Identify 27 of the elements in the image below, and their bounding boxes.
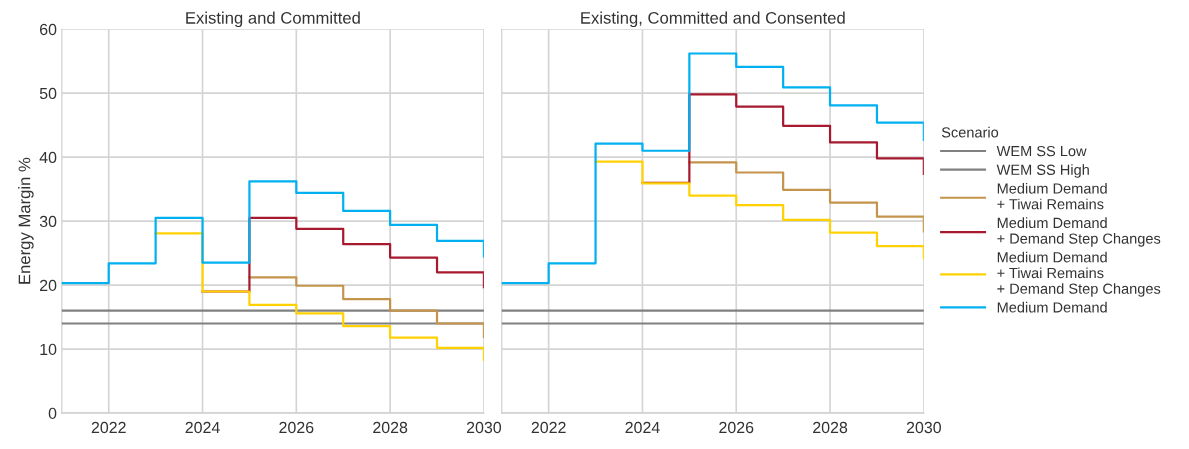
legend-label: Medium Demand + Tiwai Remains + Demand Step Changes	[997, 251, 1161, 297]
x-tick-label: 2026	[279, 421, 314, 434]
x-tick-label: 2022	[91, 421, 126, 434]
legend-label: Medium Demand + Demand Step Changes	[997, 217, 1161, 247]
y-tick-label: 10	[40, 343, 57, 356]
y-tick-label: 50	[39, 87, 57, 100]
legend-title: Scenario	[941, 126, 999, 138]
y-tick-label: 20	[40, 279, 57, 292]
x-tick-label: 2024	[185, 421, 220, 434]
legend-label: Medium Demand	[997, 301, 1107, 313]
x-tick-label: 2030	[906, 421, 941, 434]
chart-title: Existing, Committed and Consented	[581, 11, 845, 28]
x-tick-label: 2022	[531, 421, 566, 434]
legend-label: Medium Demand + Tiwai Remains	[997, 182, 1107, 210]
y-tick-label: 0	[48, 407, 57, 420]
x-tick-label: 2030	[466, 421, 502, 434]
chart-title: Existing and Committed	[186, 11, 360, 28]
legend-label: WEM SS High	[996, 164, 1089, 178]
legend-label: WEM SS Low	[996, 145, 1087, 157]
y-tick-label: 40	[39, 151, 57, 164]
x-tick-label: 2028	[813, 421, 848, 434]
x-tick-label: 2026	[719, 421, 754, 434]
x-tick-label: 2028	[373, 421, 408, 434]
y-tick-label: 60	[40, 23, 57, 36]
x-tick-label: 2024	[625, 421, 660, 434]
y-axis-title: Energy Margin %	[18, 157, 34, 284]
y-tick-label: 30	[39, 215, 57, 228]
